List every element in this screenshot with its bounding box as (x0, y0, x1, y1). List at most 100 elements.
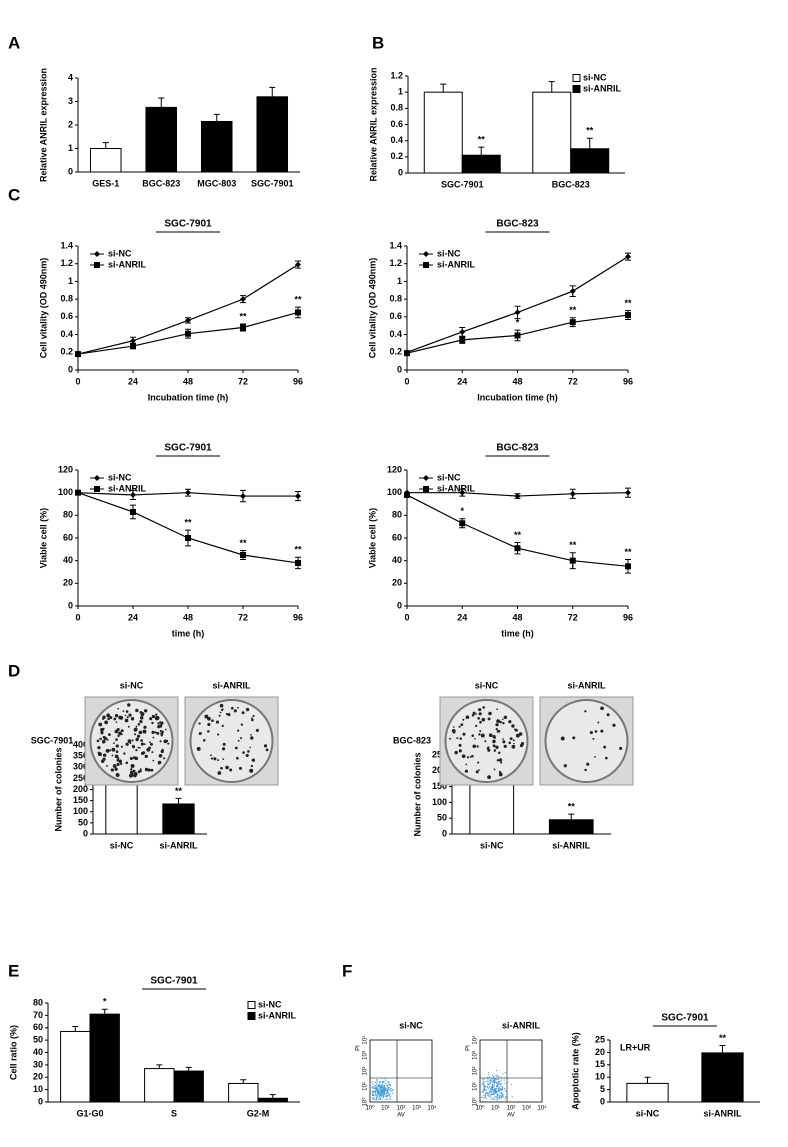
colony (265, 748, 269, 752)
colony (117, 707, 120, 710)
error-bar (175, 797, 182, 804)
event (502, 1092, 504, 1094)
event (379, 1081, 382, 1083)
y-tick-label: 20 (63, 578, 73, 588)
event (483, 1078, 485, 1080)
marker (625, 312, 631, 319)
event (504, 1097, 506, 1100)
legend-label: si-NC (108, 472, 132, 482)
colony (563, 764, 567, 768)
colony (520, 741, 525, 746)
event (482, 1082, 484, 1084)
colony (600, 706, 604, 711)
marker (94, 475, 100, 481)
colony (143, 743, 146, 746)
legend-swatch (247, 1012, 256, 1020)
bar (145, 106, 178, 173)
event (375, 1094, 378, 1096)
x-tick-label: 72 (238, 612, 248, 622)
colony (149, 741, 151, 744)
event (389, 1094, 391, 1096)
colony (488, 711, 492, 716)
bar (461, 154, 501, 174)
flow-tick-label: 10⁴ (537, 1105, 547, 1112)
flow-tick-label: 10⁴ (472, 1035, 479, 1045)
event (483, 1087, 485, 1089)
event (384, 1078, 386, 1080)
colony (458, 744, 462, 747)
event (497, 1087, 499, 1089)
x-tick-label: 72 (568, 376, 578, 386)
event (500, 1083, 503, 1085)
colony (584, 710, 587, 713)
event (387, 1095, 389, 1097)
event (510, 1083, 512, 1085)
colony (131, 739, 134, 742)
colony (102, 715, 106, 719)
event (491, 1078, 494, 1080)
colony (514, 728, 518, 732)
event (492, 1090, 494, 1093)
y-tick-label: 100 (58, 487, 73, 497)
chart-title: SGC-7901 (164, 219, 212, 230)
y-tick-label: 30 (33, 1059, 43, 1069)
y-tick-label: 0.4 (60, 329, 73, 339)
colony (101, 740, 106, 744)
colony (479, 720, 482, 724)
colony (114, 713, 119, 718)
error-bar (213, 113, 220, 122)
significance: ** (294, 294, 302, 304)
y-tick-label: 250 (432, 749, 447, 759)
event (383, 1080, 385, 1082)
event (387, 1081, 389, 1084)
event (496, 1091, 498, 1094)
event (492, 1098, 494, 1100)
colony (139, 716, 144, 720)
y-tick-label: 1 (397, 276, 402, 286)
event (484, 1086, 486, 1088)
error-bar (568, 813, 575, 820)
colony (486, 746, 490, 750)
colony (159, 721, 162, 724)
event (373, 1094, 375, 1096)
flow-tick-label: 10⁰ (362, 1097, 369, 1107)
colony (454, 750, 458, 755)
event (375, 1092, 377, 1094)
flow-tick-label: 10⁰ (365, 1105, 375, 1112)
colony (134, 733, 137, 736)
colony (493, 736, 496, 739)
colony (135, 737, 139, 742)
event (487, 1074, 489, 1076)
colony (482, 706, 485, 709)
event (382, 1087, 384, 1090)
flow-tick-label: 10² (507, 1106, 516, 1112)
y-tick-label: 0.2 (60, 347, 73, 357)
legend-label: si-ANRIL (258, 1010, 297, 1020)
significance: ** (624, 547, 632, 557)
marker (514, 309, 521, 316)
colony (139, 769, 142, 773)
colony (151, 751, 154, 754)
event (486, 1076, 488, 1079)
marker (185, 317, 191, 324)
colony (105, 748, 110, 753)
x-tick-label: S (171, 1108, 177, 1118)
x-tick-label: BGC-823 (142, 178, 180, 188)
event (494, 1077, 496, 1079)
y-tick-label: 200 (432, 765, 447, 775)
colony (508, 720, 512, 724)
event (494, 1079, 496, 1081)
event (489, 1081, 492, 1083)
colony (502, 738, 504, 740)
x-tick-label: BGC-823 (552, 179, 590, 189)
event (497, 1097, 499, 1100)
significance: ** (239, 311, 247, 321)
colony (498, 758, 503, 762)
error-bar (269, 1094, 276, 1099)
colony (116, 762, 120, 766)
y-tick-label: 0 (68, 364, 73, 374)
marker (240, 324, 246, 331)
event (384, 1082, 387, 1084)
event (371, 1081, 373, 1083)
y-tick-label: 4 (68, 72, 73, 82)
